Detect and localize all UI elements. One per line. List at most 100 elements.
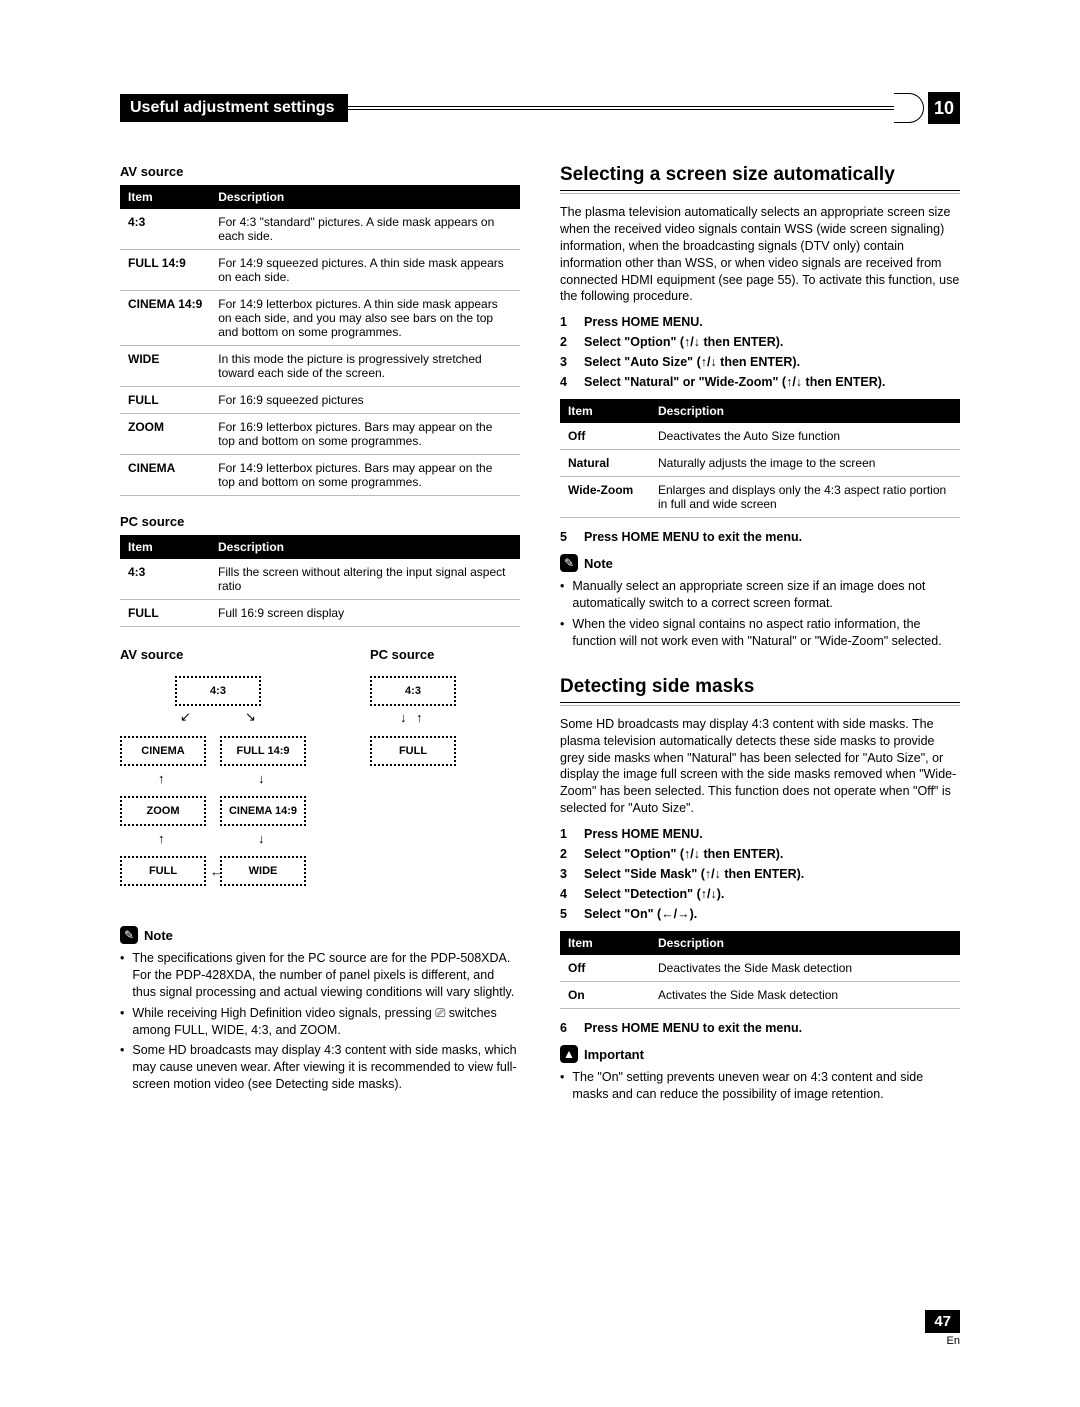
body-text: The plasma television automatically sele… [560, 204, 960, 305]
cell-item: Off [560, 423, 650, 450]
cell-item: ZOOM [120, 414, 210, 455]
steps-list: 5Press HOME MENU to exit the menu. [560, 530, 960, 544]
arrow-icon: ↑ [158, 772, 165, 785]
cell-desc: For 4:3 "standard" pictures. A side mask… [210, 209, 520, 250]
cell-item: Off [560, 955, 650, 982]
note-text: The "On" setting prevents uneven wear on… [572, 1069, 960, 1103]
note-item: Manually select an appropriate screen si… [560, 578, 960, 612]
cell-item: Natural [560, 450, 650, 477]
section-rule [560, 702, 960, 706]
cell-item: FULL 14:9 [120, 250, 210, 291]
cell-item: FULL [120, 600, 210, 627]
cell-item: 4:3 [120, 559, 210, 600]
th-item: Item [120, 185, 210, 209]
step-item: 1 Press HOME MENU. [560, 827, 960, 841]
cell-item: On [560, 982, 650, 1009]
diagram-row: AV source 4:3 ↙ ↘ CINEMA FULL 14:9 ↑ ↓ Z… [120, 647, 520, 896]
cell-desc: In this mode the picture is progressivel… [210, 346, 520, 387]
cell-item: Wide-Zoom [560, 477, 650, 518]
step-item: 1 Press HOME MENU. [560, 315, 960, 329]
cell-desc: For 16:9 letterbox pictures. Bars may ap… [210, 414, 520, 455]
table-row: WIDEIn this mode the picture is progress… [120, 346, 520, 387]
arrow-icon: ↓ [258, 772, 265, 785]
table-row: FULL 14:9For 14:9 squeezed pictures. A t… [120, 250, 520, 291]
table-row: NaturalNaturally adjusts the image to th… [560, 450, 960, 477]
section-title-autosize: Selecting a screen size automatically [560, 164, 960, 186]
arrow-icon: ↙ [180, 710, 191, 723]
note-text: While receiving High Definition video si… [132, 1005, 520, 1039]
note-list: The specifications given for the PC sour… [120, 950, 520, 1093]
step-number: 1 [560, 827, 574, 841]
table-row: 4:3For 4:3 "standard" pictures. A side m… [120, 209, 520, 250]
step-item: 5 Select "On" (←/→). [560, 907, 960, 921]
cell-desc: Fills the screen without altering the in… [210, 559, 520, 600]
note-item: While receiving High Definition video si… [120, 1005, 520, 1039]
note-text: The specifications given for the PC sour… [132, 950, 520, 1001]
header-curve [894, 93, 924, 123]
step-text: Select "Option" (↑/↓ then ENTER). [584, 847, 783, 861]
left-column: AV source ItemDescription 4:3For 4:3 "st… [120, 164, 520, 1107]
av-diagram: AV source 4:3 ↙ ↘ CINEMA FULL 14:9 ↑ ↓ Z… [120, 647, 320, 896]
page-lang: En [925, 1335, 960, 1347]
arrow-icon: ↑ [416, 711, 423, 724]
step-number: 1 [560, 315, 574, 329]
table-row: CINEMAFor 14:9 letterbox pictures. Bars … [120, 455, 520, 496]
pc-source-table: ItemDescription 4:3Fills the screen with… [120, 535, 520, 627]
pc-source-heading: PC source [120, 514, 520, 529]
warning-icon: ▲ [560, 1045, 578, 1063]
table-row: Wide-ZoomEnlarges and displays only the … [560, 477, 960, 518]
page-footer: 47 En [925, 1310, 960, 1347]
note-list: The "On" setting prevents uneven wear on… [560, 1069, 960, 1103]
arrow-icon: ↘ [245, 710, 256, 723]
step-number: 3 [560, 867, 574, 881]
step-number: 5 [560, 907, 574, 921]
table-row: 4:3Fills the screen without altering the… [120, 559, 520, 600]
th-desc: Description [210, 185, 520, 209]
diag-box-wide: WIDE [220, 856, 306, 886]
note-label: Note [144, 928, 173, 943]
step-item: 2Select "Option" (↑/↓ then ENTER). [560, 335, 960, 349]
step-text: Select "Detection" (↑/↓). [584, 887, 724, 901]
th-item: Item [560, 399, 650, 423]
step-item: 2 Select "Option" (↑/↓ then ENTER). [560, 847, 960, 861]
sidemask-table: ItemDescription OffDeactivates the Side … [560, 931, 960, 1009]
av-diagram-title: AV source [120, 647, 320, 662]
section-rule [560, 190, 960, 194]
note-text: When the video signal contains no aspect… [572, 616, 960, 650]
step-number: 3 [560, 355, 574, 369]
pencil-icon: ✎ [120, 926, 138, 944]
note-block: ✎ Note Manually select an appropriate sc… [560, 554, 960, 650]
step-text: Select "On" (←/→). [584, 907, 697, 921]
autosize-table: ItemDescription OffDeactivates the Auto … [560, 399, 960, 518]
cell-item: WIDE [120, 346, 210, 387]
diag-box-full: FULL [370, 736, 456, 766]
cell-item: 4:3 [120, 209, 210, 250]
step-text: Press HOME MENU. [584, 315, 703, 329]
step-number: 2 [560, 847, 574, 861]
steps-list: 1 Press HOME MENU. 2 Select "Option" (↑/↓ t… [560, 827, 960, 921]
step-text: Press HOME MENU to exit the menu. [584, 530, 802, 544]
step-item: 4Select "Detection" (↑/↓). [560, 887, 960, 901]
arrow-icon: ↓ [400, 711, 407, 724]
cell-item: CINEMA [120, 455, 210, 496]
step-text: Select "Auto Size" (↑/↓ then ENTER). [584, 355, 800, 369]
table-row: ZOOMFor 16:9 letterbox pictures. Bars ma… [120, 414, 520, 455]
table-row: OffDeactivates the Side Mask detection [560, 955, 960, 982]
cell-desc: Enlarges and displays only the 4:3 aspec… [650, 477, 960, 518]
av-source-heading: AV source [120, 164, 520, 179]
pc-diagram: PC source 4:3 ↓ ↑ FULL [370, 647, 470, 896]
th-item: Item [560, 931, 650, 955]
diag-box-cinema149: CINEMA 14:9 [220, 796, 306, 826]
step-text: Press HOME MENU. [584, 827, 703, 841]
diag-box-43: 4:3 [175, 676, 261, 706]
step-text: Press HOME MENU to exit the menu. [584, 1021, 802, 1035]
step-number: 4 [560, 375, 574, 389]
cell-desc: Deactivates the Auto Size function [650, 423, 960, 450]
right-column: Selecting a screen size automatically Th… [560, 164, 960, 1107]
step-item: 4Select "Natural" or "Wide-Zoom" (↑/↓ th… [560, 375, 960, 389]
th-item: Item [120, 535, 210, 559]
th-desc: Description [650, 399, 960, 423]
note-item: When the video signal contains no aspect… [560, 616, 960, 650]
th-desc: Description [210, 535, 520, 559]
important-block: ▲ Important The "On" setting prevents un… [560, 1045, 960, 1103]
